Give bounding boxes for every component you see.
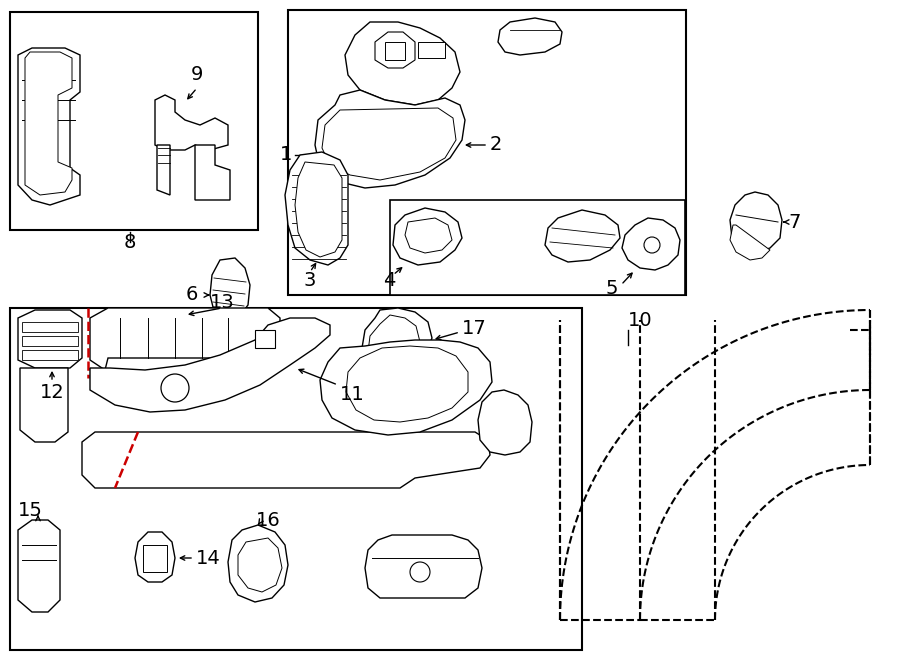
Bar: [390, 200, 685, 295]
Text: 14: 14: [196, 549, 220, 568]
Bar: [10, 12, 258, 230]
Polygon shape: [210, 258, 250, 320]
Polygon shape: [143, 545, 167, 572]
Polygon shape: [320, 340, 492, 435]
Text: 1: 1: [280, 145, 292, 165]
Text: 2: 2: [490, 136, 502, 155]
Text: 11: 11: [340, 385, 364, 405]
Polygon shape: [82, 432, 490, 488]
Polygon shape: [18, 48, 80, 205]
Text: 4: 4: [382, 270, 395, 290]
Text: 17: 17: [462, 319, 487, 338]
Polygon shape: [228, 525, 288, 602]
Polygon shape: [385, 42, 405, 60]
Polygon shape: [730, 192, 782, 252]
Bar: [10, 308, 582, 650]
Polygon shape: [195, 145, 230, 200]
Polygon shape: [346, 346, 468, 422]
Circle shape: [644, 237, 660, 253]
Bar: [288, 10, 686, 295]
Polygon shape: [25, 52, 72, 195]
Polygon shape: [345, 22, 460, 105]
Polygon shape: [22, 336, 78, 346]
Polygon shape: [418, 42, 445, 58]
Polygon shape: [322, 108, 456, 180]
Polygon shape: [362, 308, 432, 370]
Polygon shape: [18, 310, 82, 368]
Text: 12: 12: [40, 383, 65, 401]
Polygon shape: [90, 318, 330, 412]
Polygon shape: [315, 90, 465, 188]
Circle shape: [161, 374, 189, 402]
Text: 13: 13: [210, 293, 234, 311]
Circle shape: [410, 562, 430, 582]
Polygon shape: [545, 210, 620, 262]
Text: 8: 8: [124, 233, 136, 253]
Polygon shape: [285, 152, 348, 265]
Polygon shape: [368, 315, 420, 368]
Text: 10: 10: [628, 311, 652, 329]
Text: 3: 3: [304, 270, 316, 290]
Polygon shape: [730, 225, 770, 260]
Text: 15: 15: [18, 501, 42, 520]
Polygon shape: [18, 520, 60, 612]
Text: 9: 9: [191, 65, 203, 85]
Polygon shape: [157, 145, 170, 195]
Polygon shape: [375, 32, 415, 68]
Polygon shape: [295, 162, 342, 257]
Polygon shape: [393, 208, 462, 265]
Polygon shape: [498, 18, 562, 55]
Text: 5: 5: [606, 278, 618, 297]
Text: 6: 6: [185, 286, 198, 305]
Polygon shape: [405, 218, 452, 253]
Polygon shape: [255, 330, 275, 348]
Polygon shape: [135, 532, 175, 582]
Polygon shape: [20, 368, 68, 442]
Polygon shape: [22, 350, 78, 360]
Text: 7: 7: [788, 212, 800, 231]
Polygon shape: [365, 535, 482, 598]
Polygon shape: [90, 308, 280, 370]
Polygon shape: [22, 322, 78, 332]
Polygon shape: [155, 95, 228, 150]
Polygon shape: [478, 390, 532, 455]
Polygon shape: [238, 538, 282, 592]
Polygon shape: [622, 218, 680, 270]
Text: 16: 16: [256, 510, 281, 529]
